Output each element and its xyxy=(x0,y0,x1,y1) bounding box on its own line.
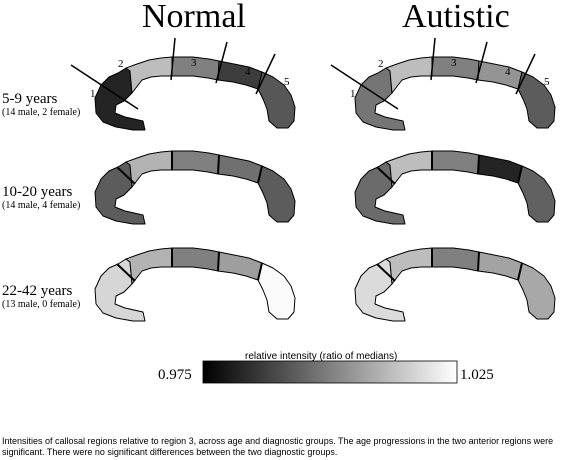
callosum-region-4 xyxy=(217,154,263,184)
age-group-label: 22-42 years xyxy=(2,283,73,299)
callosum-region-2 xyxy=(385,247,433,285)
region-divider-4 xyxy=(517,262,523,281)
callosum-region-4 xyxy=(217,60,263,90)
callosum-region-3 xyxy=(431,150,480,175)
region-divider-1 xyxy=(116,263,136,282)
callosum-region-5 xyxy=(257,262,296,320)
callosum-region-4 xyxy=(477,154,523,184)
callosum-autistic-row-2 xyxy=(354,150,556,225)
colorbar-label: relative intensity (ratio of medians) xyxy=(245,351,398,362)
region-divider-3 xyxy=(215,41,228,84)
callosum-autistic-row-1 xyxy=(330,37,556,131)
callosum-region-1 xyxy=(354,67,406,131)
region-labels: 1 2 3 4 5 1 2 3 4 5 xyxy=(90,57,550,100)
callosum-region-4 xyxy=(217,251,263,281)
callosum-region-5 xyxy=(517,71,556,129)
colorbar-max: 1.025 xyxy=(460,367,494,383)
region-divider-4 xyxy=(515,53,536,95)
callosum-region-5 xyxy=(257,165,296,223)
callosum-region-3 xyxy=(171,247,220,272)
age-group-subjects: (14 male, 4 female) xyxy=(2,200,81,211)
region-divider-1 xyxy=(70,64,139,110)
age-group-label: 5-9 years xyxy=(2,91,58,107)
callosum-region-3 xyxy=(171,150,220,175)
callosum-normal-row-2 xyxy=(94,150,296,225)
region-number-label: 4 xyxy=(505,66,511,78)
callosum-region-3 xyxy=(431,247,480,272)
callosum-normal-row-3 xyxy=(94,247,296,322)
callosum-region-2 xyxy=(385,150,433,188)
callosum-region-4 xyxy=(477,251,523,281)
age-group-subjects: (13 male, 0 female) xyxy=(2,299,81,310)
age-group-22-42: 22-42 years (13 male, 0 female) xyxy=(2,283,80,311)
column-title-normal: Normal xyxy=(142,0,246,35)
callosum-region-2 xyxy=(125,56,173,94)
figure-caption: Intensities of callosal regions relative… xyxy=(2,436,554,457)
region-number-label: 2 xyxy=(118,58,124,70)
colorbar-min: 0.975 xyxy=(158,367,192,383)
region-divider-1 xyxy=(376,166,396,185)
region-divider-1 xyxy=(376,263,396,282)
age-group-subjects: (14 male, 2 female) xyxy=(2,107,81,118)
callosum-region-5 xyxy=(517,262,556,320)
region-divider-1 xyxy=(330,64,399,110)
region-divider-1 xyxy=(116,166,136,185)
region-divider-4 xyxy=(257,262,263,281)
region-number-label: 5 xyxy=(544,76,550,88)
region-number-label: 3 xyxy=(191,57,197,69)
age-group-10-20: 10-20 years (14 male, 4 female) xyxy=(2,184,80,212)
column-title-autistic: Autistic xyxy=(402,0,510,35)
region-number-label: 2 xyxy=(378,58,384,70)
region-divider-4 xyxy=(517,165,523,184)
region-divider-2 xyxy=(170,37,176,81)
region-divider-3 xyxy=(477,251,480,272)
region-divider-3 xyxy=(217,251,220,272)
callosum-autistic-row-3 xyxy=(354,247,556,322)
age-group-label: 10-20 years xyxy=(2,184,73,200)
region-number-label: 5 xyxy=(284,76,290,88)
callosum-region-5 xyxy=(517,165,556,223)
callosum-region-2 xyxy=(125,247,173,285)
region-number-label: 4 xyxy=(245,66,251,78)
region-divider-4 xyxy=(255,53,276,95)
callosum-normal-row-1 xyxy=(70,37,296,131)
callosum-region-5 xyxy=(257,71,296,129)
colorbar xyxy=(202,360,458,384)
callosum-region-4 xyxy=(477,60,523,90)
age-group-5-9: 5-9 years (14 male, 2 female) xyxy=(2,91,80,119)
region-divider-2 xyxy=(430,37,436,81)
callosum-region-2 xyxy=(385,56,433,94)
callosum-region-2 xyxy=(125,150,173,188)
callosum-shapes xyxy=(70,37,556,322)
region-number-label: 3 xyxy=(451,57,457,69)
region-divider-3 xyxy=(217,154,220,175)
region-divider-4 xyxy=(257,165,263,184)
region-number-label: 1 xyxy=(90,88,96,100)
region-number-label: 1 xyxy=(350,88,356,100)
region-divider-3 xyxy=(475,41,488,84)
callosum-region-1 xyxy=(94,67,146,131)
region-divider-3 xyxy=(477,154,480,175)
